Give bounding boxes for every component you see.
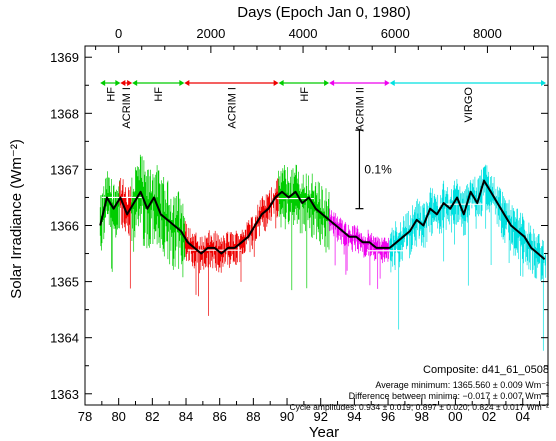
- y-tick-label: 1369: [50, 50, 79, 65]
- top-tick-label: 8000: [473, 26, 502, 41]
- x-tick-label: 88: [246, 409, 260, 424]
- x-tick-label: 98: [414, 409, 428, 424]
- x-tick-label: 00: [448, 409, 462, 424]
- y-tick-label: 1363: [50, 387, 79, 402]
- instrument-data-trace: [99, 171, 120, 272]
- band-arrow-head-right: [179, 80, 185, 86]
- instrument-raw-data: [99, 154, 547, 351]
- instrument-data-trace: [130, 154, 186, 278]
- instrument-data-trace: [119, 178, 132, 289]
- series-layer: [99, 179, 546, 260]
- y-tick-label: 1366: [50, 219, 79, 234]
- band-label: ACRIM II: [354, 87, 366, 132]
- scale-bar: 0.1%: [355, 129, 392, 210]
- scale-bar-label: 0.1%: [364, 162, 392, 176]
- band-arrow-head-right: [541, 80, 546, 86]
- band-label: HF: [299, 87, 311, 102]
- x-tick-label: 90: [280, 409, 294, 424]
- band-arrow-head-left: [278, 80, 284, 86]
- x-tick-label: 94: [347, 409, 361, 424]
- band-arrow-head-left: [389, 80, 395, 86]
- band-label: HF: [105, 87, 117, 102]
- instrument-band-arrows: HF ACRIM I HF ACRIM I HF ACRIM II VIRGO: [100, 80, 546, 132]
- band-arrow-head-right: [324, 80, 330, 86]
- difference-minima-label: Difference between minima: −0.017 ± 0.00…: [349, 391, 549, 401]
- x-tick-label: 96: [381, 409, 395, 424]
- band-arrow-head-left: [100, 80, 106, 86]
- band-arrow-head-left: [184, 80, 190, 86]
- band-arrow-head-right: [273, 80, 279, 86]
- composite-label: Composite: d41_61_0508: [423, 364, 549, 376]
- x-tick-label: 82: [145, 409, 159, 424]
- x-tick-label: 04: [516, 409, 530, 424]
- band-arrow-head-left: [120, 80, 126, 86]
- x-tick-label: 84: [179, 409, 193, 424]
- cycle-amplitudes-label: Cycle amplitudes: 0.934 ± 0.019; 0.897 ±…: [290, 402, 550, 412]
- x-tick-label: 86: [212, 409, 226, 424]
- band-arrow-head-right: [384, 80, 390, 86]
- y-tick-label: 1364: [50, 331, 79, 346]
- series-line: [99, 179, 546, 260]
- x-tick-label: 78: [78, 409, 92, 424]
- composite-annotations: Composite: d41_61_0508 Average minimum: …: [290, 364, 550, 412]
- band-label: ACRIM I: [121, 87, 133, 129]
- top-tick-label: 2000: [196, 26, 225, 41]
- instrument-data-trace: [278, 164, 330, 291]
- band-label: HF: [153, 87, 165, 102]
- instrument-data-trace: [389, 164, 547, 351]
- top-axis-label: Days (Epoch Jan 0, 1980): [237, 4, 410, 21]
- band-label: VIRGO: [463, 87, 475, 123]
- band-label: ACRIM I: [226, 87, 238, 129]
- y-axis-label: Solar Irradiance (Wm⁻²): [8, 139, 25, 299]
- x-axis-label: Year: [309, 424, 339, 441]
- y-tick-label: 1365: [50, 275, 79, 290]
- top-tick-label: 0: [115, 26, 122, 41]
- x-tick-label: 92: [313, 409, 327, 424]
- x-tick-label: 80: [111, 409, 125, 424]
- band-arrow-head-right: [115, 80, 121, 86]
- band-arrow-head-left: [132, 80, 138, 86]
- y-tick-label: 1368: [50, 106, 79, 121]
- average-minimum-label: Average minimum: 1365.560 ± 0.009 Wm⁻²: [375, 380, 549, 390]
- y-tick-label: 1367: [50, 162, 79, 177]
- x-tick-label: 02: [482, 409, 496, 424]
- band-arrow-head-left: [329, 80, 335, 86]
- band-arrow-head-right: [127, 80, 133, 86]
- axes: 78 80 82 84 86 88 90 92 94 96 98 00 02 04 0 2000 4000 600…: [50, 26, 549, 424]
- top-tick-label: 6000: [381, 26, 410, 41]
- top-tick-label: 4000: [289, 26, 318, 41]
